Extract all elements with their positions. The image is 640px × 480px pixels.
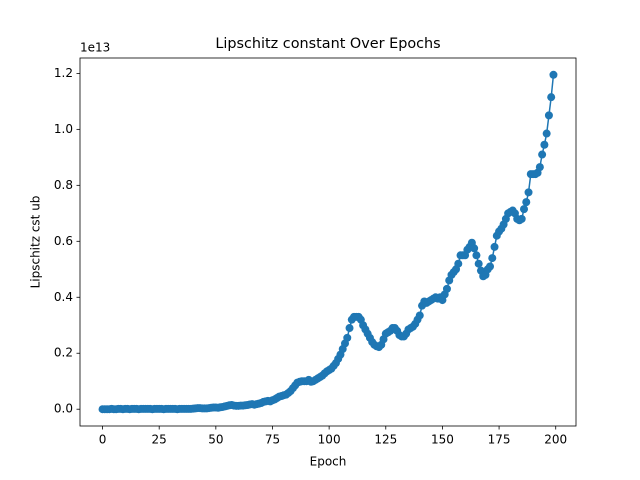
data-point [486, 262, 495, 271]
data-point [343, 333, 352, 342]
x-tick-label: 75 [265, 433, 280, 447]
x-tick-label: 200 [544, 433, 567, 447]
data-point [490, 242, 499, 251]
data-point [547, 93, 556, 102]
y-tick-label: 1.2 [54, 66, 73, 80]
y-tick-label: 0.6 [54, 234, 73, 248]
data-point [488, 254, 497, 263]
x-tick-label: 175 [488, 433, 511, 447]
data-point [454, 259, 463, 268]
data-point [542, 129, 551, 138]
plot-frame [79, 57, 577, 427]
x-tick-label: 150 [431, 433, 454, 447]
data-point [540, 140, 549, 149]
data-point [345, 324, 354, 333]
data-point [535, 163, 544, 172]
data-point [415, 311, 424, 320]
x-tick-label: 25 [152, 433, 167, 447]
data-point [519, 205, 528, 214]
data-point [524, 188, 533, 197]
data-point [472, 251, 481, 260]
chart-title: Lipschitz constant Over Epochs [215, 36, 440, 52]
x-tick-label: 100 [318, 433, 341, 447]
y-tick-label: 1.0 [54, 122, 73, 136]
y-tick-label: 0.0 [54, 402, 73, 416]
y-tick-label: 0.2 [54, 346, 73, 360]
data-point [549, 70, 558, 79]
y-offset-label: 1e13 [80, 41, 110, 55]
data-point [517, 214, 526, 223]
x-tick-label: 50 [208, 433, 223, 447]
data-point [522, 198, 531, 207]
data-point [474, 259, 483, 268]
y-tick-label: 0.4 [54, 290, 73, 304]
x-tick-label: 125 [374, 433, 397, 447]
data-point [442, 284, 451, 293]
x-axis-label: Epoch [310, 455, 347, 469]
y-axis-label: Lipschitz cst ub [29, 196, 43, 289]
data-point [538, 150, 547, 159]
x-tick-label: 0 [99, 433, 107, 447]
y-tick-label: 0.8 [54, 178, 73, 192]
data-point [544, 111, 553, 120]
data-point [470, 244, 479, 253]
